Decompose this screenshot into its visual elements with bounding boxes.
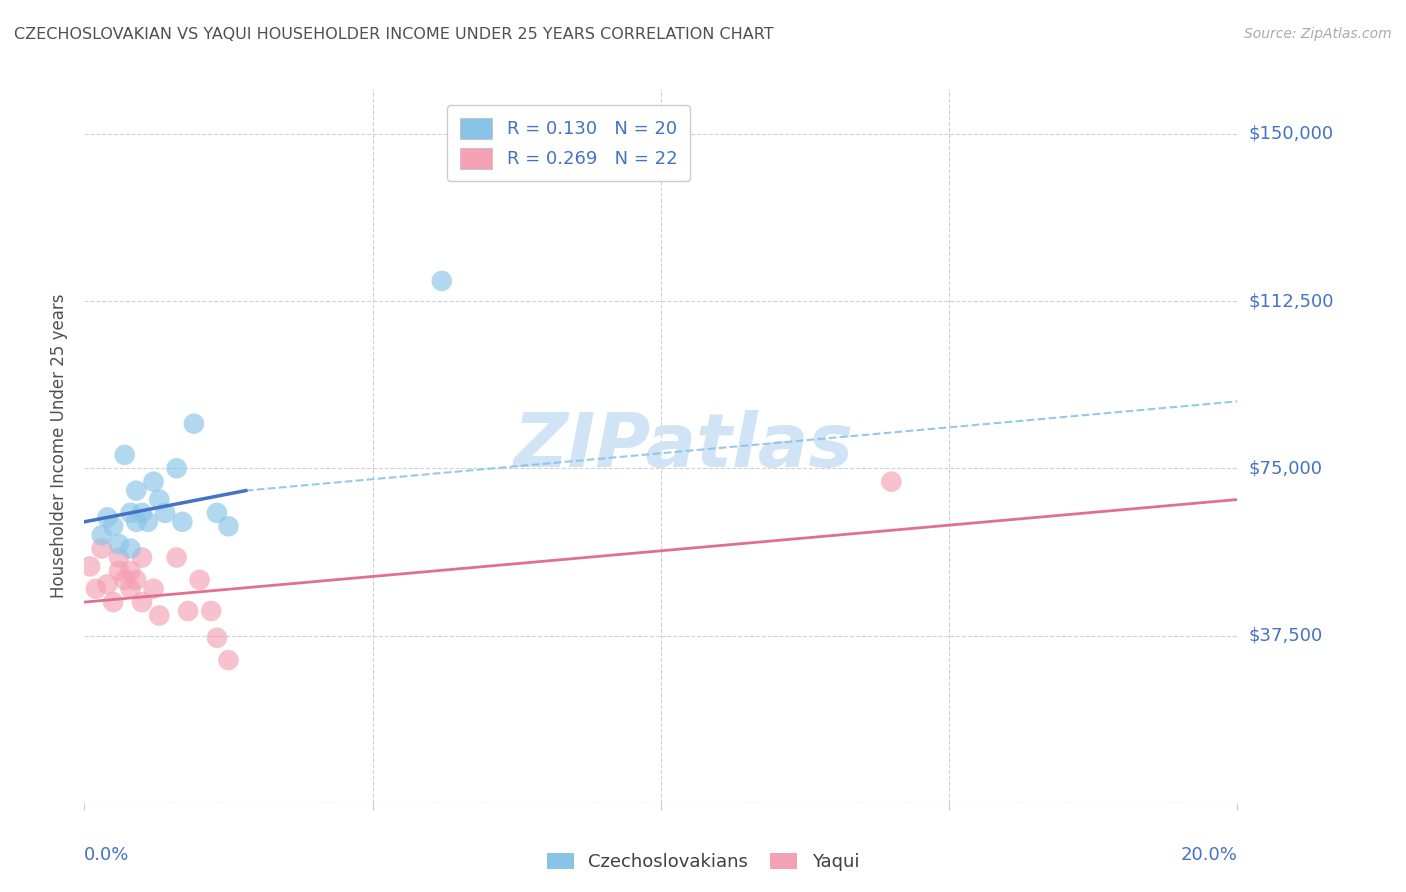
Point [148,492,170,507]
Point [177,604,200,618]
Point [114,448,136,462]
Y-axis label: Householder Income Under 25 years: Householder Income Under 25 years [51,293,69,599]
Point [205,506,228,520]
Point [96,577,118,591]
Text: $112,500: $112,500 [1249,292,1334,310]
Point [217,653,239,667]
Point [120,506,142,520]
Point [880,475,903,489]
Point [188,573,211,587]
Point [217,519,239,533]
Point [103,519,124,533]
Text: 20.0%: 20.0% [1181,846,1237,863]
Point [125,573,148,587]
Text: 0.0%: 0.0% [84,846,129,863]
Point [148,608,170,623]
Text: $37,500: $37,500 [1249,626,1323,645]
Point [90,528,112,542]
Point [136,515,159,529]
Point [108,550,131,565]
Point [108,564,131,578]
Point [430,274,453,288]
Point [172,515,194,529]
Point [120,582,142,596]
Point [114,573,136,587]
Point [142,475,165,489]
Legend: Czechoslovakians, Yaqui: Czechoslovakians, Yaqui [540,846,866,879]
Point [131,550,153,565]
Text: Source: ZipAtlas.com: Source: ZipAtlas.com [1244,27,1392,41]
Point [153,506,176,520]
Point [205,631,228,645]
Point [183,417,205,431]
Point [166,461,188,475]
Point [120,564,142,578]
Point [142,582,165,596]
Legend: R = 0.130   N = 20, R = 0.269   N = 22: R = 0.130 N = 20, R = 0.269 N = 22 [447,105,690,181]
Text: $150,000: $150,000 [1249,125,1334,143]
Point [125,483,148,498]
Point [84,582,107,596]
Point [131,595,153,609]
Point [103,595,124,609]
Point [166,550,188,565]
Text: ZIPatlas: ZIPatlas [513,409,853,483]
Point [90,541,112,556]
Point [200,604,222,618]
Text: CZECHOSLOVAKIAN VS YAQUI HOUSEHOLDER INCOME UNDER 25 YEARS CORRELATION CHART: CZECHOSLOVAKIAN VS YAQUI HOUSEHOLDER INC… [14,27,773,42]
Point [108,537,131,551]
Point [131,506,153,520]
Point [120,541,142,556]
Point [125,515,148,529]
Point [96,510,118,524]
Point [79,559,101,574]
Text: $75,000: $75,000 [1249,459,1323,477]
